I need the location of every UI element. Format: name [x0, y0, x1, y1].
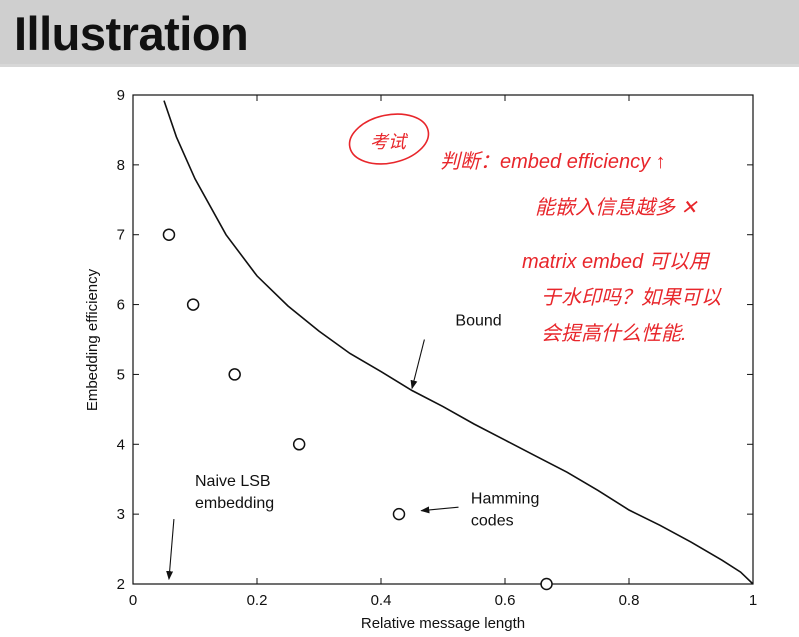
annotation-label: Bound	[455, 313, 501, 330]
y-tick-label: 2	[117, 576, 125, 593]
y-axis-label: Embedding efficiency	[84, 268, 101, 411]
x-tick-label: 0.4	[371, 592, 392, 609]
y-tick-label: 9	[117, 87, 125, 104]
annotation-arrow	[166, 518, 175, 581]
hamming-code-point	[162, 228, 176, 241]
handwritten-note-line: matrix embed 可以用	[522, 251, 711, 273]
title-bar: Illustration	[0, 0, 799, 67]
y-tick-label: 4	[117, 436, 125, 453]
x-tick-label: 1	[749, 592, 757, 609]
hamming-code-point	[292, 438, 306, 451]
x-tick-label: 0.6	[495, 592, 516, 609]
bound-curve	[163, 100, 754, 585]
x-tick-label: 0	[129, 592, 137, 609]
handwritten-note-line: 会提高什么性能.	[541, 323, 687, 345]
y-tick-label: 7	[117, 227, 125, 244]
plot-frame	[132, 94, 754, 585]
handwritten-note-line: 判断：embed efficiency ↑	[440, 151, 666, 173]
hamming-code-point	[540, 577, 553, 591]
hamming-code-point	[392, 507, 406, 521]
annotation-arrow	[420, 506, 459, 514]
y-axis: 2 3 4 5 6 7 8 9	[117, 87, 753, 593]
annotation-arrow	[410, 339, 425, 390]
series-layer	[162, 100, 754, 591]
handwritten-notes: 考试 判断：embed efficiency ↑ 能嵌入信息越多 ✕ matri…	[348, 113, 722, 345]
hamming-code-point	[228, 368, 241, 381]
annotation-label: Hamming	[471, 491, 539, 508]
hamming-code-point	[186, 298, 200, 311]
handwritten-note-line: 能嵌入信息越多 ✕	[535, 197, 699, 219]
exam-circle-mark	[348, 113, 430, 165]
annotation-layer: Bound Hamming codes Naive LSB embedding	[166, 313, 539, 581]
annotation-label: embedding	[195, 495, 274, 512]
x-tick-label: 0.2	[247, 592, 268, 609]
x-axis: 0 0.2 0.4 0.6 0.8 1	[129, 95, 757, 609]
y-tick-label: 6	[117, 297, 125, 314]
y-tick-label: 3	[117, 506, 125, 523]
y-tick-label: 8	[117, 157, 125, 174]
x-axis-label: Relative message length	[361, 615, 525, 632]
annotation-label: codes	[471, 513, 514, 530]
y-tick-label: 5	[117, 366, 125, 383]
handwritten-note-line: 于水印吗？如果可以	[541, 287, 722, 309]
slide-title: Illustration	[14, 7, 249, 60]
x-tick-label: 0.8	[619, 592, 640, 609]
annotation-label: Naive LSB	[195, 473, 271, 490]
handwritten-note-line: 考试	[370, 132, 409, 152]
